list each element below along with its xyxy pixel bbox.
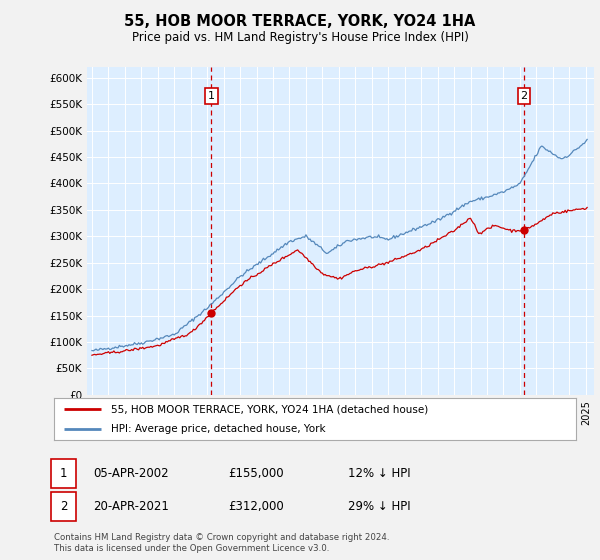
Text: Contains HM Land Registry data © Crown copyright and database right 2024.
This d: Contains HM Land Registry data © Crown c… — [54, 533, 389, 553]
Text: £312,000: £312,000 — [228, 500, 284, 514]
Text: HPI: Average price, detached house, York: HPI: Average price, detached house, York — [112, 424, 326, 434]
Text: £155,000: £155,000 — [228, 466, 284, 480]
Text: 2: 2 — [60, 500, 67, 514]
Text: 29% ↓ HPI: 29% ↓ HPI — [348, 500, 410, 514]
Text: 20-APR-2021: 20-APR-2021 — [93, 500, 169, 514]
Text: 05-APR-2002: 05-APR-2002 — [93, 466, 169, 480]
Text: Price paid vs. HM Land Registry's House Price Index (HPI): Price paid vs. HM Land Registry's House … — [131, 31, 469, 44]
Text: 12% ↓ HPI: 12% ↓ HPI — [348, 466, 410, 480]
Text: 1: 1 — [208, 91, 215, 101]
Text: 1: 1 — [60, 466, 67, 480]
Text: 55, HOB MOOR TERRACE, YORK, YO24 1HA (detached house): 55, HOB MOOR TERRACE, YORK, YO24 1HA (de… — [112, 404, 428, 414]
Text: 2: 2 — [520, 91, 527, 101]
Text: 55, HOB MOOR TERRACE, YORK, YO24 1HA: 55, HOB MOOR TERRACE, YORK, YO24 1HA — [124, 14, 476, 29]
